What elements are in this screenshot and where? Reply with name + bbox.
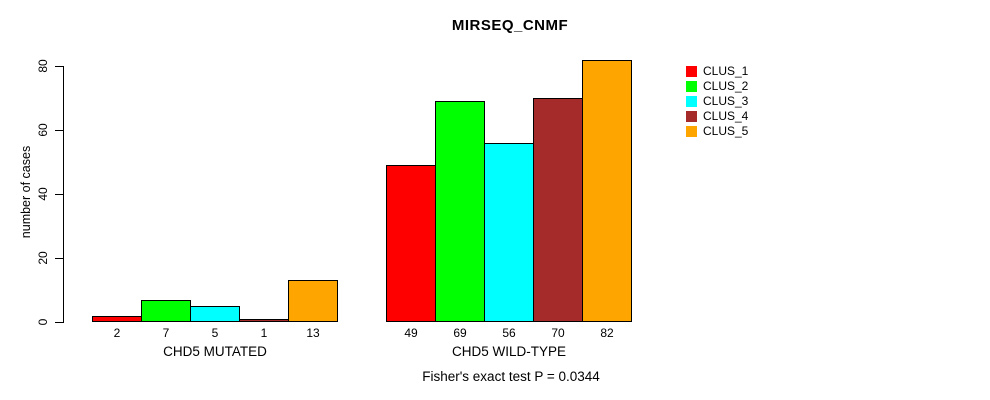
y-axis-tick	[55, 194, 63, 195]
y-axis-tick	[55, 130, 63, 131]
bar-clus-5-group-1	[288, 280, 338, 322]
legend-label: CLUS_1	[703, 64, 749, 78]
y-axis-tick	[55, 66, 63, 67]
x-axis-group-label: CHD5 WILD-TYPE	[451, 344, 567, 359]
bar-value-label: 69	[453, 326, 467, 340]
bar-clus-3-group-2	[484, 143, 534, 322]
legend-label: CLUS_5	[703, 124, 749, 138]
y-axis-tick	[55, 322, 63, 323]
y-axis-label: number of cases	[19, 145, 33, 239]
y-axis-tick-label: 60	[36, 123, 50, 137]
bar-clus-5-group-2	[582, 60, 632, 322]
bar-value-label: 7	[162, 326, 170, 340]
bar-clus-3-group-1	[190, 306, 240, 322]
legend-swatch-icon	[686, 111, 697, 122]
legend-swatch-icon	[686, 81, 697, 92]
legend: CLUS_1 CLUS_2 CLUS_3 CLUS_4 CLUS_5	[686, 64, 748, 139]
bar-clus-1-group-1	[92, 316, 142, 322]
bar-value-label: 82	[600, 326, 614, 340]
bar-clus-2-group-2	[435, 101, 485, 322]
annotation-text: Fisher's exact test P = 0.0344	[422, 369, 600, 384]
bar-value-label: 13	[306, 326, 320, 340]
y-axis-tick-label: 80	[36, 59, 50, 73]
bar-value-label: 5	[211, 326, 219, 340]
y-axis-tick-label: 0	[36, 318, 50, 326]
legend-item: CLUS_2	[686, 79, 748, 94]
bar-clus-2-group-1	[141, 300, 191, 322]
bar-clus-4-group-2	[533, 98, 583, 322]
y-axis-line	[63, 66, 64, 323]
bar-clus-1-group-2	[386, 165, 436, 322]
y-axis-tick-label: 40	[36, 187, 50, 201]
bar-value-label: 2	[113, 326, 121, 340]
chart-title: MIRSEQ_CNMF	[451, 17, 569, 34]
legend-label: CLUS_4	[703, 109, 749, 123]
y-axis-tick-label: 20	[36, 251, 50, 265]
bar-value-label: 49	[404, 326, 418, 340]
legend-swatch-icon	[686, 126, 697, 137]
bar-value-label: 70	[551, 326, 565, 340]
y-axis-tick	[55, 258, 63, 259]
legend-item: CLUS_5	[686, 124, 748, 139]
legend-item: CLUS_4	[686, 109, 748, 124]
x-axis-group-label: CHD5 MUTATED	[163, 344, 267, 359]
legend-label: CLUS_3	[703, 94, 749, 108]
bar-value-label: 56	[502, 326, 516, 340]
legend-item: CLUS_3	[686, 94, 748, 109]
legend-item: CLUS_1	[686, 64, 748, 79]
legend-label: CLUS_2	[703, 79, 749, 93]
legend-swatch-icon	[686, 96, 697, 107]
legend-swatch-icon	[686, 66, 697, 77]
bar-value-label: 1	[260, 326, 268, 340]
bar-clus-4-group-1	[239, 319, 289, 322]
